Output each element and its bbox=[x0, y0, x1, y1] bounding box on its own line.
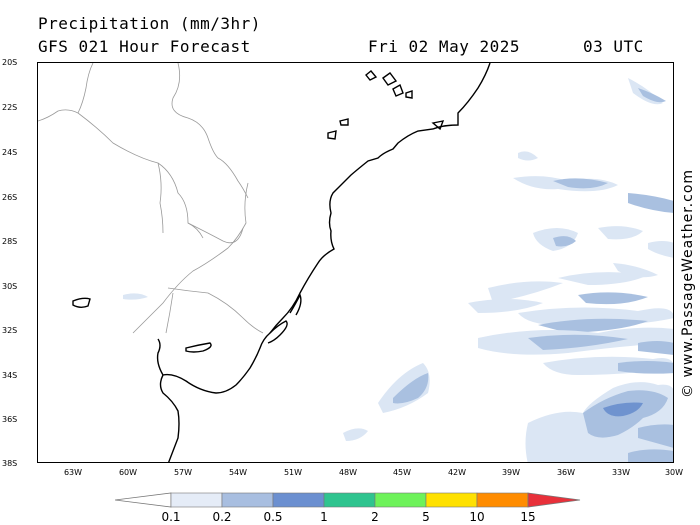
precip-patch bbox=[603, 402, 643, 417]
precip-patch bbox=[393, 373, 429, 404]
coastal-islands bbox=[327, 70, 445, 140]
lon-label: 54W bbox=[228, 468, 248, 477]
precip-patch bbox=[538, 318, 648, 333]
site-credit: © www.PassageWeather.com bbox=[680, 168, 696, 398]
precip-patch bbox=[638, 88, 666, 103]
precip-patch bbox=[553, 236, 576, 247]
lat-label: 34S bbox=[2, 371, 18, 380]
legend-label: 10 bbox=[469, 510, 485, 524]
legend-label: 0.5 bbox=[263, 510, 283, 524]
lat-label: 20S bbox=[2, 58, 18, 67]
forecast-date: Fri 02 May 2025 bbox=[368, 37, 520, 56]
precip-patch bbox=[488, 281, 563, 303]
precip-patch bbox=[628, 193, 673, 213]
legend-swatch bbox=[374, 492, 427, 508]
legend-label: 0.2 bbox=[212, 510, 232, 524]
legend-label: 2 bbox=[371, 510, 379, 524]
legend-label: 15 bbox=[520, 510, 536, 524]
lat-label: 22S bbox=[2, 103, 18, 112]
lon-label: 33W bbox=[611, 468, 631, 477]
lon-label: 36W bbox=[556, 468, 576, 477]
precip-patch bbox=[528, 334, 628, 350]
forecast-time: 03 UTC bbox=[583, 37, 644, 56]
legend-label: 5 bbox=[422, 510, 430, 524]
legend-arrow-right bbox=[527, 492, 581, 508]
legend-label: 1 bbox=[320, 510, 328, 524]
lon-label: 45W bbox=[392, 468, 412, 477]
legend-swatch bbox=[170, 492, 223, 508]
lon-label: 39W bbox=[501, 468, 521, 477]
chart-title: Precipitation (mm/3hr) bbox=[38, 14, 261, 33]
precip-patch bbox=[638, 424, 673, 448]
forecast-model-label: GFS 021 Hour Forecast bbox=[38, 37, 251, 56]
precipitation-areas bbox=[123, 78, 673, 462]
precip-patch bbox=[553, 178, 608, 189]
precip-patch bbox=[518, 151, 538, 161]
lat-label: 32S bbox=[2, 326, 18, 335]
map-frame bbox=[37, 62, 674, 463]
lat-label: 26S bbox=[2, 193, 18, 202]
legend-swatch bbox=[221, 492, 274, 508]
legend-label: 0.1 bbox=[161, 510, 181, 524]
lon-label: 63W bbox=[63, 468, 83, 477]
legend-arrow-left bbox=[115, 492, 172, 508]
precip-patch bbox=[628, 449, 673, 462]
precip-patch bbox=[343, 428, 368, 441]
lon-label: 57W bbox=[173, 468, 193, 477]
precip-legend bbox=[115, 492, 581, 508]
precip-patch bbox=[468, 299, 543, 313]
precip-patch bbox=[558, 272, 648, 285]
precip-patch bbox=[618, 361, 673, 374]
legend-swatch bbox=[476, 492, 529, 508]
precip-patch bbox=[123, 293, 148, 300]
lat-label: 24S bbox=[2, 148, 18, 157]
lon-label: 30W bbox=[664, 468, 684, 477]
precipitation-map bbox=[38, 63, 673, 462]
lat-label: 38S bbox=[2, 459, 18, 468]
precip-patch bbox=[578, 292, 648, 305]
precip-patch bbox=[638, 341, 673, 355]
legend-swatch bbox=[425, 492, 478, 508]
lon-label: 60W bbox=[118, 468, 138, 477]
lat-label: 36S bbox=[2, 415, 18, 424]
lon-label: 42W bbox=[447, 468, 467, 477]
coastline bbox=[72, 63, 491, 462]
legend-swatch bbox=[323, 492, 376, 508]
legend-swatch bbox=[272, 492, 325, 508]
lat-label: 28S bbox=[2, 237, 18, 246]
precip-patch bbox=[598, 226, 643, 240]
country-borders bbox=[38, 63, 264, 334]
lat-label: 30S bbox=[2, 282, 18, 291]
lon-label: 51W bbox=[283, 468, 303, 477]
lon-label: 48W bbox=[338, 468, 358, 477]
precip-patch bbox=[648, 241, 673, 258]
